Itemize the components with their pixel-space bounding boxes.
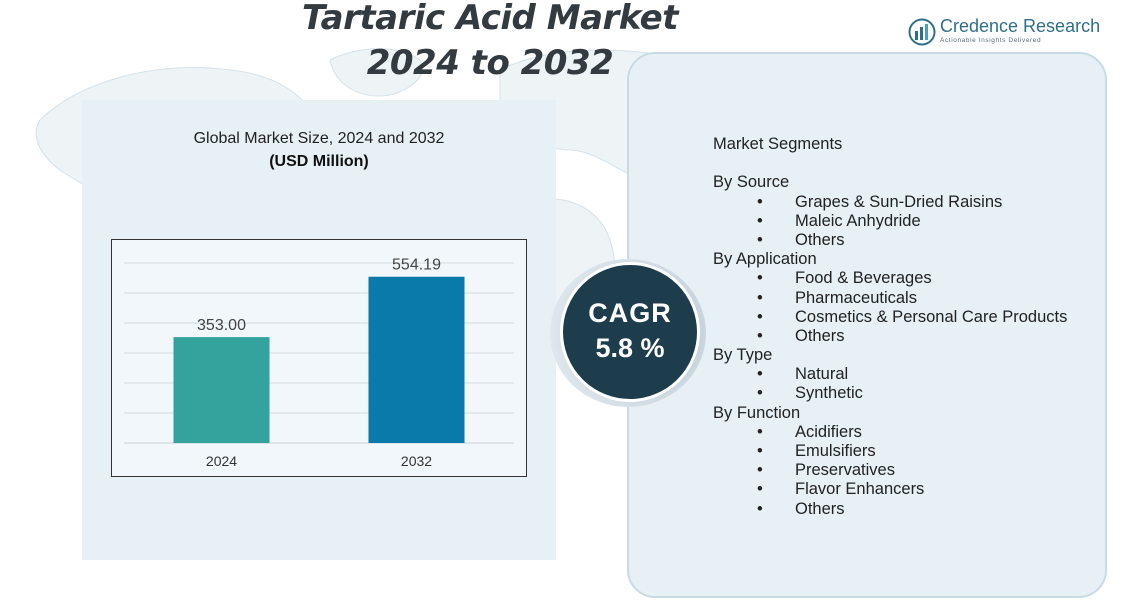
segment-group-type: By Type • Natural • Synthetic — [713, 346, 1103, 404]
segment-item-label: Cosmetics & Personal Care Products — [795, 307, 1068, 326]
segment-item-label: Grapes & Sun-Dried Raisins — [795, 192, 1003, 211]
bullet-icon: • — [757, 422, 763, 441]
bullet-icon: • — [757, 230, 763, 249]
segment-item: • Grapes & Sun-Dried Raisins — [713, 193, 1103, 212]
bullet-icon: • — [757, 269, 763, 288]
chart-frame: 353.00 2024 554.19 2032 — [111, 239, 527, 477]
segment-item: • Synthetic — [713, 384, 1103, 403]
title-line-2: 2024 to 2032 — [366, 43, 614, 83]
cagr-value: 5.8 % — [595, 333, 665, 363]
segment-group-function: By Function • Acidifiers • Emulsifiers • Pr… — [713, 404, 1103, 519]
segment-item: • Others — [713, 500, 1103, 519]
segment-item: • Food & Beverages — [713, 269, 1103, 288]
segment-item: • Pharmaceuticals — [713, 289, 1103, 308]
segment-item-label: Acidifiers — [795, 422, 862, 441]
bullet-icon: • — [757, 326, 763, 345]
segment-group-title: By Source — [713, 173, 790, 192]
segment-group-application: By Application • Food & Beverages • Pharma… — [713, 250, 1103, 346]
segment-item-label: Synthetic — [795, 384, 863, 403]
data-label-2024: 353.00 — [197, 317, 246, 334]
segment-item: • Flavor Enhancers — [713, 480, 1103, 499]
bar-2024 — [173, 337, 270, 443]
segment-item: • Natural — [713, 365, 1103, 384]
bullet-icon: • — [757, 288, 763, 307]
data-label-2032: 554.19 — [392, 257, 441, 274]
segment-item-label: Pharmaceuticals — [795, 288, 917, 307]
bullet-icon: • — [757, 365, 763, 384]
bullet-icon: • — [757, 442, 763, 460]
segment-group-title: By Application — [713, 250, 817, 269]
bullet-icon: • — [757, 384, 763, 403]
segment-item: • Acidifiers — [713, 423, 1103, 442]
segments-panel — [627, 52, 1107, 598]
bullet-icon: • — [757, 211, 763, 230]
brand-name: Credence Research — [940, 16, 1101, 36]
cagr-badge: CAGR 5.8 % — [560, 262, 700, 402]
segment-item: • Others — [713, 327, 1103, 346]
segment-item: • Cosmetics & Personal Care Products — [713, 308, 1103, 327]
segment-item: • Others — [713, 231, 1103, 250]
chart-unit: (USD Million) — [269, 153, 369, 170]
bullet-icon: • — [757, 480, 763, 499]
bar-chart: 353.00 2024 554.19 2032 — [124, 257, 514, 469]
chart-title: Global Market Size, 2024 and 2032 — [193, 130, 445, 147]
segment-item-label: Maleic Anhydride — [795, 211, 921, 230]
cagr-label: CAGR — [588, 298, 672, 328]
title-line-1: Tartaric Acid Market — [302, 0, 679, 38]
x-tick-label-2032: 2032 — [401, 453, 432, 469]
segment-item: • Preservatives — [713, 461, 1103, 480]
segment-item: • Maleic Anhydride — [713, 212, 1103, 231]
segment-item-label: Others — [795, 230, 845, 249]
bullet-icon: • — [757, 307, 763, 326]
segment-item-label: Natural — [795, 365, 849, 384]
segment-item-label: Others — [795, 499, 845, 518]
bullet-icon: • — [757, 499, 763, 518]
bullet-icon: • — [757, 192, 763, 211]
page-title: Tartaric Acid Market 2024 to 2032 — [300, 0, 680, 86]
x-tick-label-2024: 2024 — [206, 453, 237, 469]
segment-group-source: By Source • Grapes & Sun-Dried Raisins • M… — [713, 173, 1103, 250]
segment-item-label: Flavor Enhancers — [795, 480, 925, 499]
segment-group-title: By Function — [713, 403, 801, 422]
segment-item-label: Food & Beverages — [795, 269, 932, 288]
segment-item-label: Preservatives — [795, 461, 895, 480]
segment-group-title: By Type — [713, 346, 773, 365]
segment-item: • Emulsifiers — [713, 442, 1103, 461]
segment-item-label: Others — [795, 326, 845, 345]
bullet-icon: • — [757, 461, 763, 480]
bar-chart-logo-icon — [908, 18, 936, 46]
segments-title: Market Segments — [713, 135, 843, 153]
segment-item-label: Emulsifiers — [795, 442, 876, 460]
market-segments: Market Segments By Source • Grapes & Sun-… — [713, 135, 1103, 519]
brand-tagline: Actionable Insights Delivered — [940, 37, 1042, 44]
bar-2032 — [368, 276, 465, 443]
